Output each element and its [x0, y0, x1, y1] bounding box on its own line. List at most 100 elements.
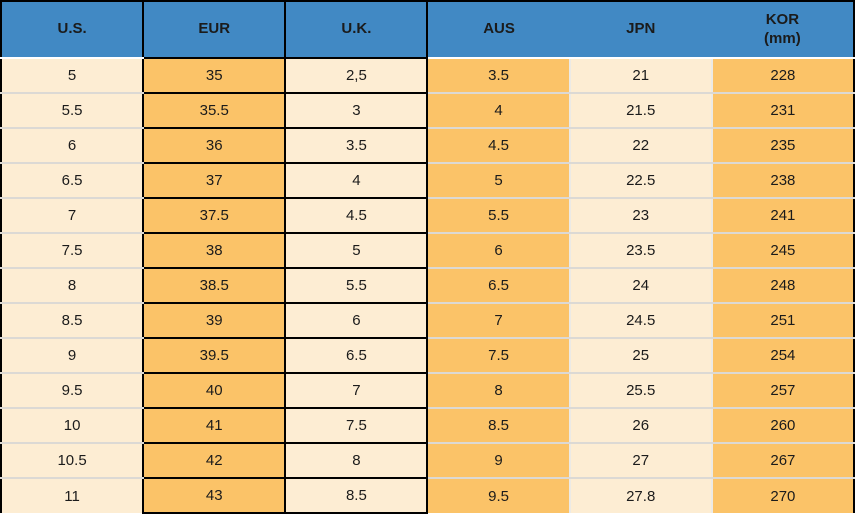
cell-uk: 7	[284, 372, 429, 409]
cell-aus: 6	[427, 233, 570, 269]
cell-us: 8	[1, 268, 144, 304]
cell-jpn: 21.5	[568, 93, 713, 129]
table-row: 8 38.5 5.5 6.5 24 248	[1, 267, 854, 304]
table-header: U.S. EUR U.K. AUS JPN KOR (mm)	[1, 0, 854, 59]
cell-eur: 37	[142, 162, 287, 199]
cell-us: 9.5	[1, 373, 144, 409]
cell-jpn: 23	[568, 198, 713, 234]
cell-eur: 35.5	[142, 92, 287, 129]
cell-eur: 35	[142, 57, 287, 94]
cell-kor: 270	[711, 478, 854, 513]
cell-uk: 6	[284, 302, 429, 339]
cell-uk: 4	[284, 162, 429, 199]
cell-eur: 38.5	[142, 267, 287, 304]
cell-kor: 267	[711, 443, 854, 479]
cell-eur: 43	[142, 477, 287, 514]
cell-aus: 9	[427, 443, 570, 479]
cell-uk: 2,5	[284, 57, 429, 94]
cell-eur: 40	[142, 372, 287, 409]
table-row: 7 37.5 4.5 5.5 23 241	[1, 197, 854, 234]
column-header-eur: EUR	[142, 0, 287, 59]
table-row: 10.5 42 8 9 27 267	[1, 442, 854, 479]
cell-jpn: 23.5	[568, 233, 713, 269]
cell-jpn: 25	[568, 338, 713, 374]
cell-aus: 7	[427, 303, 570, 339]
header-row: U.S. EUR U.K. AUS JPN KOR (mm)	[1, 0, 854, 59]
cell-jpn: 24.5	[568, 303, 713, 339]
column-label: KOR	[765, 10, 800, 28]
cell-jpn: 22.5	[568, 163, 713, 199]
cell-aus: 3.5	[427, 58, 570, 94]
table-row: 8.5 39 6 7 24.5 251	[1, 302, 854, 339]
cell-kor: 257	[711, 373, 854, 409]
cell-jpn: 24	[568, 268, 713, 304]
table-row: 6.5 37 4 5 22.5 238	[1, 162, 854, 199]
cell-us: 10.5	[1, 443, 144, 479]
cell-kor: 231	[711, 93, 854, 129]
cell-uk: 3.5	[284, 127, 429, 164]
cell-uk: 5.5	[284, 267, 429, 304]
column-header-aus: AUS	[427, 1, 570, 59]
cell-uk: 3	[284, 92, 429, 129]
cell-eur: 39.5	[142, 337, 287, 374]
cell-jpn: 22	[568, 128, 713, 164]
table-body: 5 35 2,5 3.5 21 228 5.5 35.5 3 4 21.5 231 6 36 3.5 4.5 2…	[1, 57, 854, 514]
cell-kor: 254	[711, 338, 854, 374]
cell-eur: 37.5	[142, 197, 287, 234]
cell-us: 7	[1, 198, 144, 234]
cell-us: 7.5	[1, 233, 144, 269]
column-label: EUR	[198, 20, 231, 38]
table-row: 11 43 8.5 9.5 27.8 270	[1, 477, 854, 514]
cell-kor: 228	[711, 58, 854, 94]
table-row: 5 35 2,5 3.5 21 228	[1, 57, 854, 94]
cell-uk: 5	[284, 232, 429, 269]
cell-aus: 5	[427, 163, 570, 199]
cell-eur: 41	[142, 407, 287, 444]
cell-us: 9	[1, 338, 144, 374]
table-row: 9 39.5 6.5 7.5 25 254	[1, 337, 854, 374]
cell-kor: 238	[711, 163, 854, 199]
column-label: U.K.	[341, 20, 372, 38]
cell-aus: 5.5	[427, 198, 570, 234]
cell-us: 5	[1, 58, 144, 94]
column-label: AUS	[483, 20, 515, 38]
cell-kor: 260	[711, 408, 854, 444]
cell-aus: 4.5	[427, 128, 570, 164]
cell-uk: 7.5	[284, 407, 429, 444]
table-row: 5.5 35.5 3 4 21.5 231	[1, 92, 854, 129]
cell-eur: 42	[142, 442, 287, 479]
column-header-kor: KOR (mm)	[711, 1, 854, 59]
table-row: 10 41 7.5 8.5 26 260	[1, 407, 854, 444]
cell-kor: 235	[711, 128, 854, 164]
column-header-jpn: JPN	[569, 1, 712, 59]
cell-aus: 8	[427, 373, 570, 409]
cell-us: 5.5	[1, 93, 144, 129]
table-row: 7.5 38 5 6 23.5 245	[1, 232, 854, 269]
cell-us: 11	[1, 478, 144, 513]
cell-kor: 248	[711, 268, 854, 304]
cell-eur: 39	[142, 302, 287, 339]
cell-aus: 6.5	[427, 268, 570, 304]
table-row: 9.5 40 7 8 25.5 257	[1, 372, 854, 409]
cell-us: 6.5	[1, 163, 144, 199]
cell-uk: 4.5	[284, 197, 429, 234]
cell-aus: 8.5	[427, 408, 570, 444]
cell-us: 8.5	[1, 303, 144, 339]
column-label-unit: (mm)	[764, 29, 801, 47]
cell-uk: 8	[284, 442, 429, 479]
table-row: 6 36 3.5 4.5 22 235	[1, 127, 854, 164]
cell-aus: 4	[427, 93, 570, 129]
cell-aus: 9.5	[427, 478, 570, 513]
cell-jpn: 27	[568, 443, 713, 479]
cell-eur: 38	[142, 232, 287, 269]
column-header-us: U.S.	[1, 1, 144, 59]
column-header-uk: U.K.	[284, 0, 429, 59]
column-label: U.S.	[57, 20, 87, 38]
cell-kor: 251	[711, 303, 854, 339]
cell-jpn: 26	[568, 408, 713, 444]
cell-kor: 241	[711, 198, 854, 234]
cell-uk: 6.5	[284, 337, 429, 374]
column-label: JPN	[626, 20, 656, 38]
cell-jpn: 21	[568, 58, 713, 94]
